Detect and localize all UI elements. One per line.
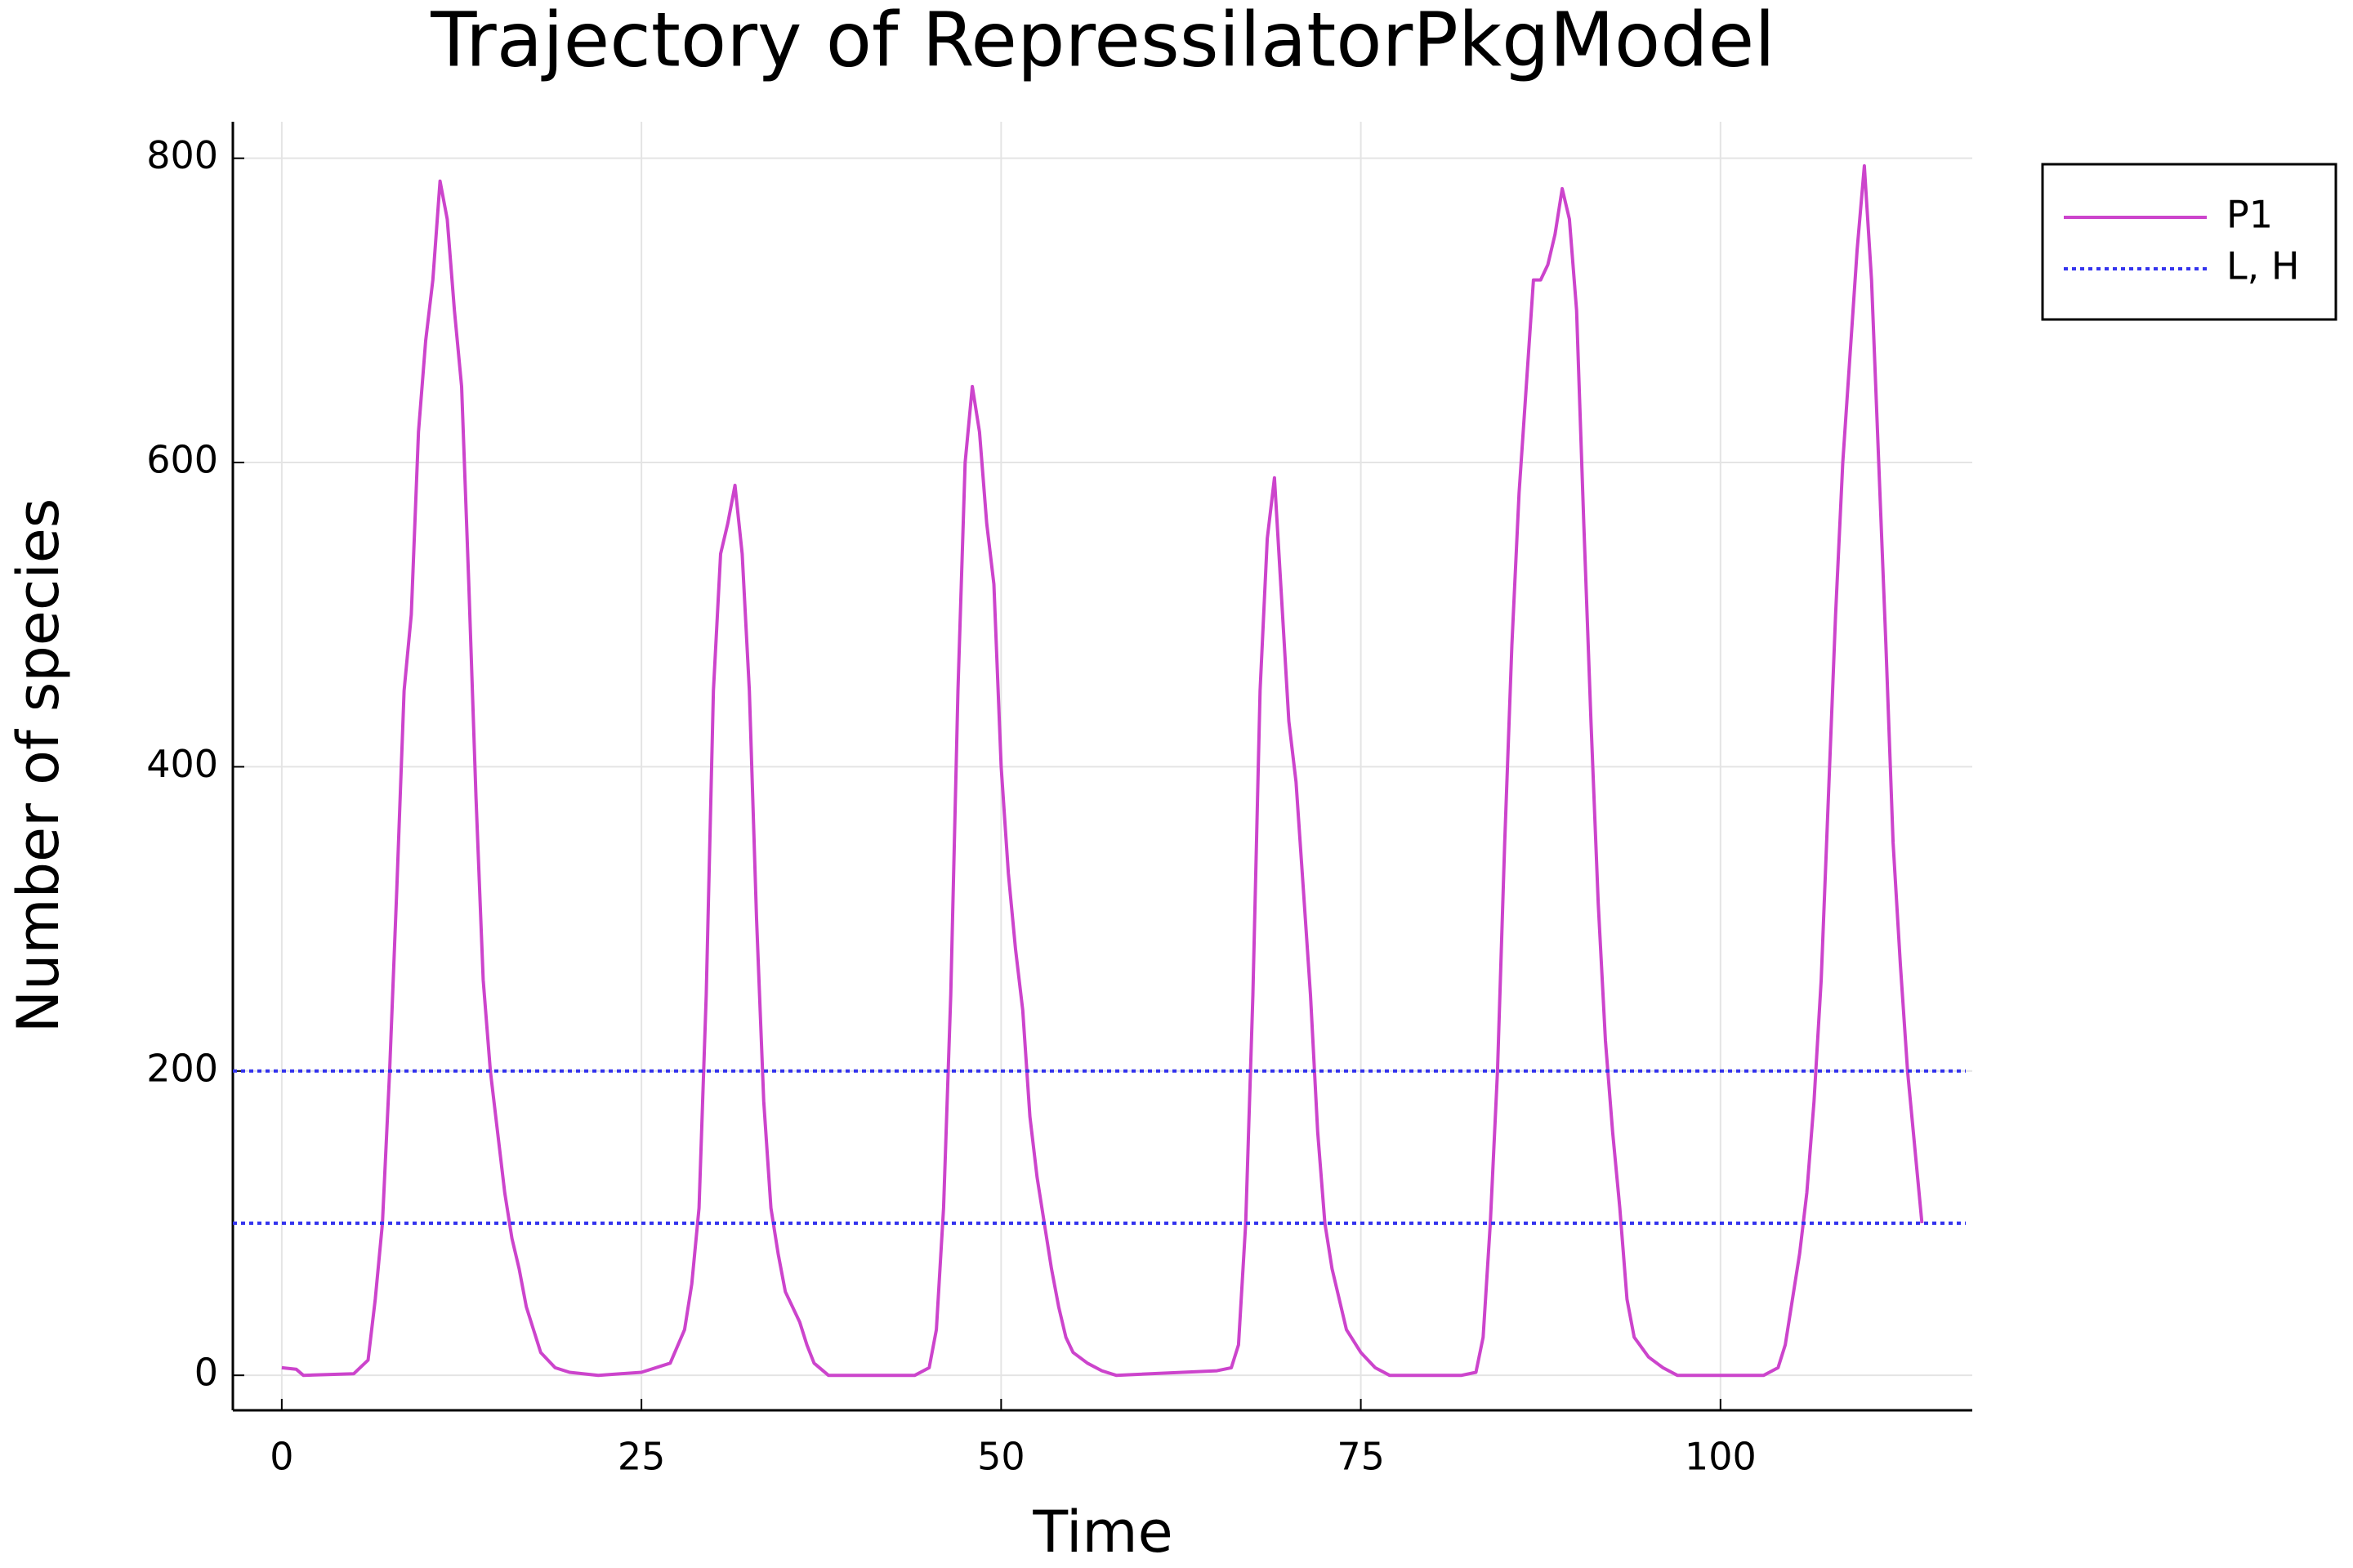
y-tick-label: 800: [146, 133, 218, 177]
x-tick-label: 100: [1685, 1435, 1757, 1479]
x-tick-label: 75: [1337, 1435, 1385, 1479]
y-tick-label: 0: [194, 1351, 218, 1395]
x-tick-label: 50: [977, 1435, 1025, 1479]
chart-title: Trajectory of RepressilatorPkgModel: [430, 0, 1775, 83]
legend-label: L, H: [2226, 244, 2299, 288]
x-tick-label: 25: [618, 1435, 666, 1479]
y-tick-label: 200: [146, 1046, 218, 1090]
y-axis-label: Number of species: [5, 498, 72, 1034]
y-tick-label: 400: [146, 742, 218, 786]
line-series: [281, 164, 1924, 1378]
legend-label: P1: [2226, 193, 2273, 237]
y-tick-label: 600: [146, 438, 218, 482]
x-tick-label: 0: [270, 1435, 293, 1479]
x-axis-label: Time: [1032, 1499, 1172, 1566]
legend-box: [2041, 163, 2337, 321]
